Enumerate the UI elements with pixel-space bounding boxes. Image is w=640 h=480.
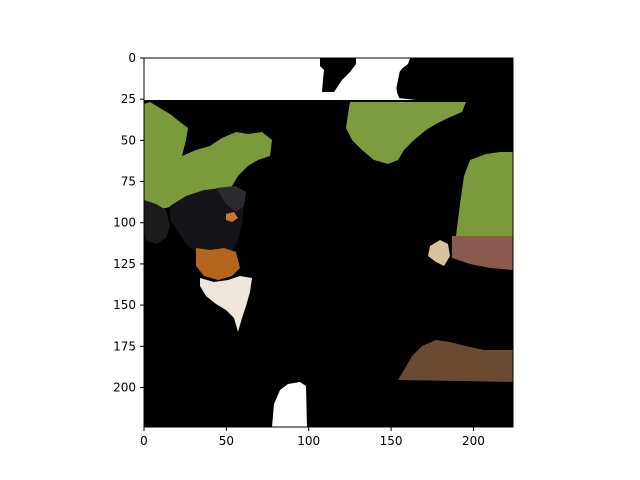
x-tick-label: 50 [219,434,234,448]
leaves-bottom-right [398,340,513,382]
dog-ear-left [144,200,170,244]
x-tick-label: 150 [380,434,403,448]
y-tick-label: 175 [113,339,136,353]
top-white-region-2 [144,58,320,100]
dog-tan-muzzle [196,248,240,280]
path-right [452,236,513,270]
x-tick-label: 100 [297,434,320,448]
dog-head [144,186,252,332]
dog-tan-eye [226,212,238,222]
grass-right [456,152,513,236]
dog-face-black [170,188,244,256]
masked-dog-image [144,58,513,427]
y-tick-label: 150 [113,298,136,312]
y-tick-label: 125 [113,257,136,271]
y-axis: 0 25 50 75 100 125 150 175 200 [113,51,144,394]
y-tick-label: 200 [113,380,136,394]
x-axis: 0 50 100 150 200 [140,427,485,448]
bottom-white-region [272,382,307,427]
x-tick-label: 0 [140,434,148,448]
dog-ear-top [216,186,246,212]
y-tick-label: 50 [121,133,136,147]
x-tick-label: 200 [462,434,485,448]
y-tick-label: 0 [128,51,136,65]
y-tick-label: 25 [121,92,136,106]
paw-right [428,240,450,266]
axes-frame [143,57,514,428]
top-white-region-3 [340,58,416,100]
y-tick-label: 100 [113,216,136,230]
dog-white-chest [200,276,252,332]
grass-center [346,102,466,164]
y-tick-label: 75 [121,175,136,189]
grass-left [144,102,272,210]
